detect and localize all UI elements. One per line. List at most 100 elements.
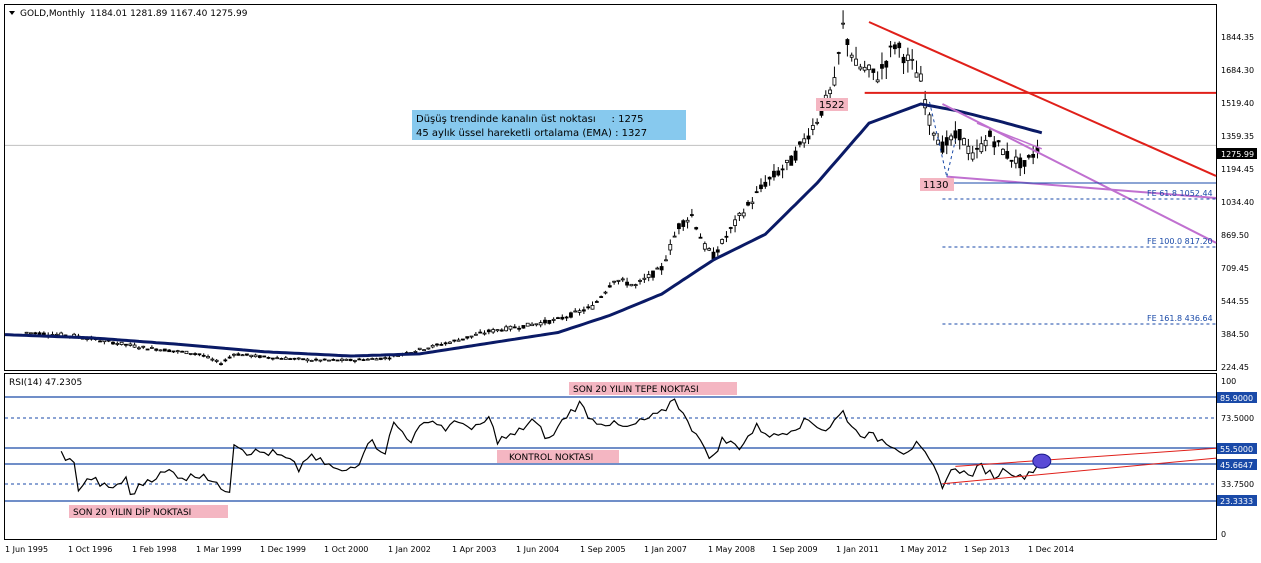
candle-body (283, 357, 288, 360)
candle-body (1005, 151, 1010, 159)
time-axis: 1 Jun 1995 1 Oct 1996 1 Feb 1998 1 Mar 1… (5, 545, 1074, 554)
price-tick: 869.50 (1221, 231, 1249, 240)
candle-body (867, 64, 871, 71)
candle-body (288, 358, 293, 360)
candle-body (741, 212, 746, 217)
candle-body (491, 329, 496, 333)
candle-body (508, 325, 513, 330)
candle-body (361, 359, 366, 361)
time-tick: 1 Dec 1999 (260, 545, 306, 554)
candle-body (625, 281, 629, 286)
candle-body (314, 358, 318, 361)
candle-body (115, 343, 120, 345)
price-tick: 1844.35 (1221, 33, 1254, 42)
candle-body (875, 79, 880, 83)
candle-body (612, 280, 617, 283)
candle-body (733, 219, 737, 226)
candle-body (128, 343, 133, 346)
candle-body (793, 150, 798, 161)
fib-label-100: FE 100.0 817.20 (1147, 237, 1213, 246)
candle-body (512, 326, 517, 329)
low-price-label: 1130 (923, 180, 948, 191)
time-tick: 1 May 2012 (900, 545, 947, 554)
symbol-label: GOLD,Monthly (20, 9, 86, 19)
candle-body (797, 141, 802, 145)
time-tick: 1 Jun 1995 (5, 545, 48, 554)
candle-body (370, 358, 375, 360)
candle-body (698, 236, 703, 239)
candle-body (854, 58, 858, 66)
candle-body (525, 322, 530, 327)
candle-body (720, 239, 725, 244)
candle-body (124, 343, 128, 346)
candle-body (266, 356, 271, 359)
candle-body (461, 338, 465, 341)
info-box (412, 110, 686, 140)
candle-body (154, 348, 159, 351)
candle-body (975, 147, 979, 150)
candle-body (340, 358, 344, 361)
candle-body (905, 54, 910, 61)
time-tick: 1 Dec 2014 (1028, 545, 1074, 554)
channel-inner-line (976, 122, 1043, 150)
rsi-resistance-line (955, 447, 1217, 467)
candle-body (931, 132, 936, 136)
candle-body (737, 212, 742, 216)
candle-body (979, 143, 984, 153)
high-price-label: 1522 (819, 100, 844, 111)
rsi-tick: 100 (1221, 377, 1236, 386)
candle-body (98, 340, 102, 343)
candle-body (158, 349, 163, 352)
candle-body (426, 347, 431, 350)
candle-body (962, 138, 966, 146)
candle-body (992, 141, 997, 148)
price-tick: 1684.30 (1221, 66, 1254, 75)
candle-body (219, 363, 223, 366)
candle-body (810, 125, 815, 130)
candle-body (162, 348, 167, 352)
candle-body (603, 291, 608, 294)
time-tick: 1 Sep 2013 (964, 545, 1010, 554)
candle-body (171, 350, 176, 353)
rsi-title: RSI(14) 47.2305 (9, 378, 82, 388)
candle-body (335, 359, 340, 362)
ema-45-line (4, 102, 1043, 358)
candle-body (551, 318, 556, 321)
rsi-tick: 55.5000 (1220, 445, 1253, 454)
rsi-tick: 23.3333 (1220, 497, 1253, 506)
chart-menu-triangle-icon[interactable] (9, 11, 15, 15)
rsi-mid-label: KONTROL NOKTASI (509, 453, 593, 463)
candle-body (970, 152, 975, 160)
candle-body (301, 358, 305, 361)
price-tick: 709.45 (1221, 264, 1249, 273)
candle-body (292, 357, 297, 360)
candle-body (564, 316, 569, 319)
candle-body (763, 181, 768, 187)
candle-body (1022, 160, 1027, 167)
candle-body (681, 220, 686, 227)
candle-body (353, 359, 357, 362)
candle-body (547, 320, 552, 324)
candle-body (1001, 148, 1005, 155)
candle-body (206, 356, 210, 359)
channel-upper-line (941, 103, 1217, 244)
candle-body (569, 312, 573, 318)
candle-body (504, 326, 509, 332)
candle-body (499, 329, 504, 332)
time-tick: 1 Feb 1998 (132, 545, 177, 554)
candle-body (119, 341, 124, 345)
rsi-axis: 100 85.9000 73.5000 55.5000 45.6647 33.7… (1217, 377, 1257, 539)
candle-body (996, 140, 1001, 143)
candle-body (305, 358, 310, 362)
candle-body (249, 354, 254, 357)
info-line-1: Düşüş trendinde kanalın üst noktası : 12… (416, 114, 644, 125)
fib-label-61-8: FE 61.8 1052.44 (1147, 189, 1213, 198)
candle-body (486, 329, 491, 333)
candle-body (936, 139, 941, 145)
candle-body (832, 77, 837, 86)
candle-body (590, 305, 595, 310)
candle-body (849, 54, 854, 58)
channel-lower-line (946, 175, 1217, 199)
